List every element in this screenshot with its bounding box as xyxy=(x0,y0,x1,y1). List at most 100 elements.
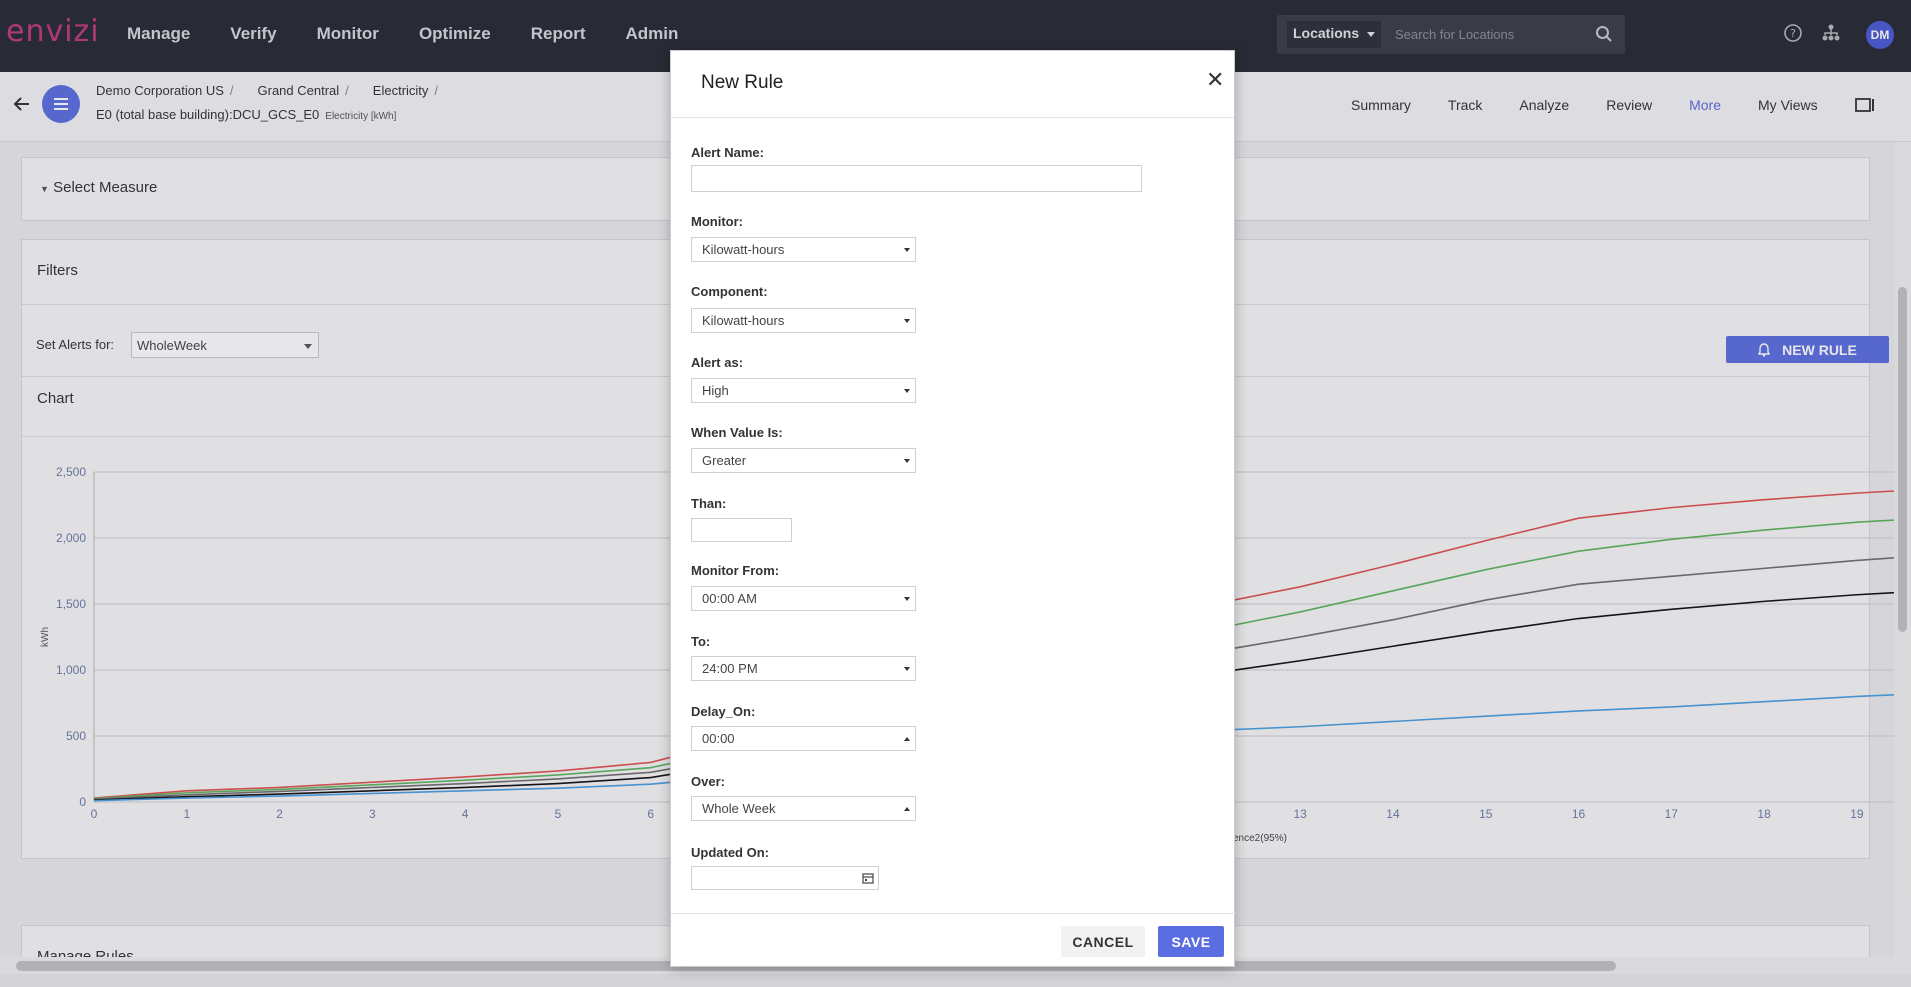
y-tick-label: 0 xyxy=(79,795,86,809)
x-tick-label: 1 xyxy=(183,807,190,821)
y-axis-label: kWh xyxy=(40,627,51,647)
than-input[interactable] xyxy=(691,518,792,542)
nav-report[interactable]: Report xyxy=(530,24,586,43)
monitor-from-value: 00:00 AM xyxy=(702,591,757,606)
chevron-up-icon xyxy=(904,737,910,741)
main-nav: Manage Verify Monitor Optimize Report Ad… xyxy=(127,24,718,44)
x-tick-label: 5 xyxy=(555,807,562,821)
tab-summary[interactable]: Summary xyxy=(1351,97,1411,113)
breadcrumb-separator: / xyxy=(345,83,349,98)
nav-verify[interactable]: Verify xyxy=(230,24,277,43)
help-icon[interactable]: ? xyxy=(1783,23,1803,43)
vertical-scroll-thumb[interactable] xyxy=(1898,287,1907,632)
y-tick-label: 2,500 xyxy=(56,465,86,479)
x-tick-label: 2 xyxy=(276,807,283,821)
tab-analyze[interactable]: Analyze xyxy=(1519,97,1570,113)
legend-fragment: ence2(95%) xyxy=(1233,833,1287,844)
new-rule-button[interactable]: NEW RULE xyxy=(1726,336,1889,363)
nav-manage[interactable]: Manage xyxy=(127,24,191,43)
breadcrumb-item[interactable]: Demo Corporation US xyxy=(96,83,224,98)
monitor-from-label: Monitor From: xyxy=(691,563,780,578)
chevron-down-icon xyxy=(904,459,910,463)
cancel-button[interactable]: CANCEL xyxy=(1061,926,1145,957)
set-alerts-select[interactable]: WholeWeek xyxy=(131,332,319,358)
caret-down-icon: ▼ xyxy=(40,184,49,194)
calendar-icon[interactable] xyxy=(862,872,874,884)
filters-heading: Filters xyxy=(37,262,78,279)
nav-admin[interactable]: Admin xyxy=(625,24,679,43)
monitor-value: Kilowatt-hours xyxy=(702,242,785,257)
search-icon[interactable] xyxy=(1595,25,1613,43)
chevron-down-icon xyxy=(1367,32,1375,37)
tab-more[interactable]: More xyxy=(1689,97,1722,113)
chevron-down-icon xyxy=(904,248,910,252)
to-select[interactable]: 24:00 PM xyxy=(691,656,916,681)
x-tick-label: 16 xyxy=(1572,807,1586,821)
tab-review[interactable]: Review xyxy=(1606,97,1653,113)
x-tick-label: 13 xyxy=(1294,807,1308,821)
x-tick-label: 4 xyxy=(462,807,469,821)
view-tabs: Summary Track Analyze Review More My Vie… xyxy=(1351,97,1875,113)
meter-title: E0 (total base building):DCU_GCS_E0 Elect… xyxy=(96,107,396,122)
to-value: 24:00 PM xyxy=(702,661,758,676)
updated-on-date-input[interactable] xyxy=(691,866,879,890)
breadcrumb-item[interactable]: Grand Central xyxy=(257,83,340,98)
alert-name-input[interactable] xyxy=(691,165,1142,192)
set-alerts-value: WholeWeek xyxy=(137,338,207,353)
dialog-footer: CANCEL SAVE xyxy=(671,913,1236,967)
than-label: Than: xyxy=(691,496,727,511)
save-button[interactable]: SAVE xyxy=(1158,926,1224,957)
y-tick-label: 2,000 xyxy=(56,531,86,545)
menu-icon xyxy=(54,98,68,110)
search-input[interactable] xyxy=(1393,21,1588,48)
delay-on-select[interactable]: 00:00 xyxy=(691,726,916,751)
tab-my-views[interactable]: My Views xyxy=(1758,97,1818,113)
close-icon[interactable]: ✕ xyxy=(1206,67,1225,92)
x-tick-label: 3 xyxy=(369,807,376,821)
hierarchy-icon[interactable] xyxy=(1821,23,1841,43)
chevron-down-icon xyxy=(304,344,312,349)
select-measure-heading: ▼ Select Measure xyxy=(40,179,157,196)
breadcrumb-separator: / xyxy=(434,83,439,98)
nav-optimize[interactable]: Optimize xyxy=(418,24,491,43)
component-select[interactable]: Kilowatt-hours xyxy=(691,308,916,333)
over-label: Over: xyxy=(691,774,725,789)
tab-track[interactable]: Track xyxy=(1447,97,1483,113)
envizi-logo[interactable]: envizi xyxy=(6,14,100,49)
back-arrow-icon[interactable] xyxy=(12,94,32,114)
search-scope-select[interactable]: Locations xyxy=(1287,21,1381,48)
breadcrumb-item[interactable]: Electricity xyxy=(372,83,429,98)
user-avatar[interactable]: DM xyxy=(1866,21,1894,49)
search-scope-label: Locations xyxy=(1293,25,1360,41)
component-label: Component: xyxy=(691,284,768,299)
meter-name: E0 (total base building):DCU_GCS_E0 xyxy=(96,107,320,122)
y-tick-label: 500 xyxy=(66,729,86,743)
monitor-from-select[interactable]: 00:00 AM xyxy=(691,586,916,611)
y-tick-label: 1,500 xyxy=(56,597,86,611)
x-tick-label: 15 xyxy=(1479,807,1493,821)
nav-monitor[interactable]: Monitor xyxy=(316,24,379,43)
chevron-down-icon xyxy=(904,319,910,323)
panel-toggle-icon[interactable] xyxy=(1854,97,1875,113)
dialog-title: New Rule xyxy=(701,72,784,93)
y-tick-label: 1,000 xyxy=(56,663,86,677)
when-value-label: When Value Is: xyxy=(691,425,783,440)
when-value-select[interactable]: Greater xyxy=(691,448,916,473)
to-label: To: xyxy=(691,634,711,649)
x-tick-label: 17 xyxy=(1665,807,1679,821)
hamburger-menu-button[interactable] xyxy=(42,85,80,123)
alert-as-value: High xyxy=(702,383,729,398)
monitor-select[interactable]: Kilowatt-hours xyxy=(691,237,916,262)
location-search: Locations xyxy=(1277,15,1625,54)
delay-on-value: 00:00 xyxy=(702,731,735,746)
bell-icon xyxy=(1758,342,1771,357)
chevron-down-icon xyxy=(904,667,910,671)
breadcrumb-separator: / xyxy=(229,83,234,98)
vertical-scrollbar[interactable] xyxy=(1894,142,1911,957)
alert-as-select[interactable]: High xyxy=(691,378,916,403)
monitor-label: Monitor: xyxy=(691,214,743,229)
alert-name-label: Alert Name: xyxy=(691,145,764,160)
top-icons: ? xyxy=(1783,23,1841,43)
over-select[interactable]: Whole Week xyxy=(691,796,916,821)
chevron-down-icon xyxy=(904,597,910,601)
